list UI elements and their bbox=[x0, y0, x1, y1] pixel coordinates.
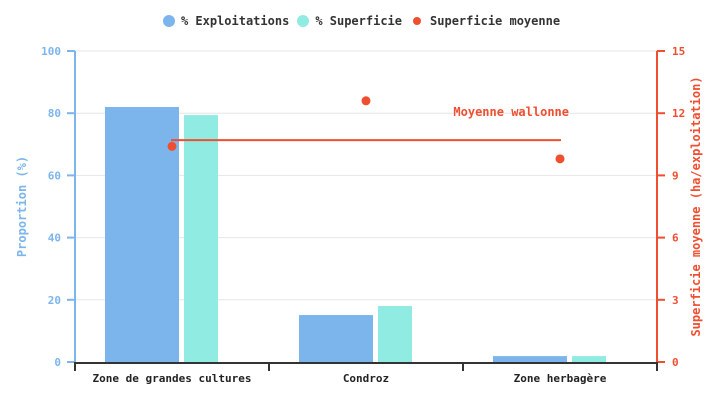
left-axis-tick-label: 40 bbox=[48, 232, 61, 245]
legend-swatch-superficie-moyenne bbox=[413, 17, 422, 25]
left-axis-tick-label: 20 bbox=[48, 294, 61, 307]
legend-item-superficie[interactable]: % Superficie bbox=[297, 14, 402, 28]
x-tick-label: Condroz bbox=[343, 372, 389, 385]
bar-series bbox=[105, 106, 606, 362]
left-axis-tick-label: 60 bbox=[48, 169, 61, 182]
dot-superficie-moyenne bbox=[361, 96, 371, 106]
right-axis-tick-label: 0 bbox=[672, 356, 679, 369]
legend-item-superficie-moyenne[interactable]: Superficie moyenne bbox=[410, 14, 560, 28]
bar-superficie bbox=[378, 306, 412, 362]
right-axis-tick-label: 6 bbox=[672, 232, 679, 245]
bar-exploitations bbox=[105, 106, 179, 362]
chart-legend: % Exploitations % Superficie Superficie … bbox=[0, 14, 725, 28]
bar-superficie bbox=[184, 115, 218, 362]
left-axis-title: Proportion (%) bbox=[15, 156, 29, 257]
legend-label-superficie-moyenne: Superficie moyenne bbox=[430, 14, 561, 28]
x-tick-label: Zone herbagère bbox=[514, 372, 607, 385]
right-axis-tick-label: 15 bbox=[672, 45, 685, 58]
left-axis-tick-label: 80 bbox=[48, 107, 61, 120]
right-axis-tick-label: 3 bbox=[672, 294, 679, 307]
left-axis-tick-label: 100 bbox=[41, 45, 61, 58]
dot-superficie-moyenne bbox=[167, 141, 177, 151]
legend-label-superficie: % Superficie bbox=[315, 14, 403, 28]
left-axis-tick-label: 0 bbox=[54, 356, 61, 369]
dot-superficie-moyenne bbox=[555, 154, 565, 164]
reference-line: Moyenne wallonne bbox=[171, 105, 569, 142]
moyenne-wallonne-label: Moyenne wallonne bbox=[453, 105, 569, 119]
x-tick-label: Zone de grandes cultures bbox=[93, 372, 252, 385]
right-axis-title: Superficie moyenne (ha/exploitation) bbox=[689, 76, 703, 336]
scatter-series bbox=[167, 96, 565, 164]
legend-swatch-superficie bbox=[297, 15, 310, 27]
legend-item-exploitations[interactable]: % Exploitations bbox=[162, 14, 290, 28]
bar-exploitations bbox=[493, 356, 567, 362]
bar-superficie bbox=[572, 356, 606, 362]
legend-label-exploitations: % Exploitations bbox=[180, 14, 290, 28]
right-axis-tick-label: 9 bbox=[672, 169, 679, 182]
bar-exploitations bbox=[299, 315, 373, 362]
axes: Zone de grandes cultures Condroz Zone herb… bbox=[15, 45, 703, 385]
right-axis-tick-label: 12 bbox=[672, 107, 685, 120]
legend-swatch-exploitations bbox=[162, 15, 175, 27]
